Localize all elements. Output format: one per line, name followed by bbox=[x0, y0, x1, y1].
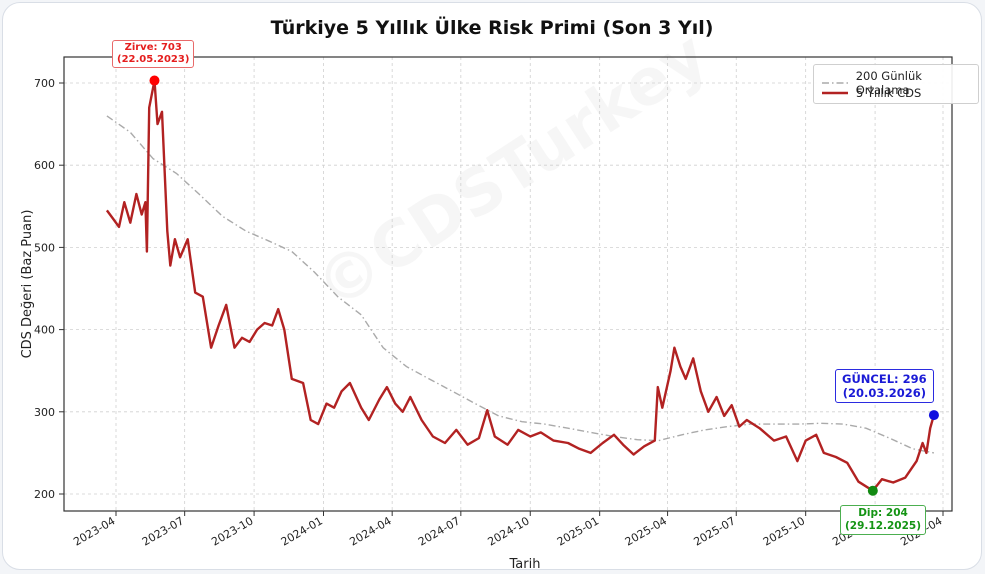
legend: 200 Günlük Ortalama 5 Yıllık CDS bbox=[813, 64, 979, 104]
moving-average-line bbox=[106, 115, 935, 454]
solid-line-icon bbox=[822, 91, 848, 95]
y-tick-label: 300 bbox=[34, 406, 55, 419]
current-annotation: GÜNCEL: 296 (20.03.2026) bbox=[835, 369, 934, 403]
x-tick-label: 2024-01 bbox=[279, 514, 325, 548]
x-tick-label: 2023-07 bbox=[140, 514, 186, 548]
peak-marker bbox=[149, 75, 160, 86]
legend-item-cds: 5 Yıllık CDS bbox=[822, 86, 921, 100]
x-axis: 2023-04 2023-07 2023-10 2024-01 2024-04 2024-… bbox=[71, 511, 945, 549]
grid-lines bbox=[64, 57, 952, 511]
peak-label: Zirve: 703 bbox=[124, 42, 182, 53]
legend-item-ma: 200 Günlük Ortalama bbox=[822, 69, 978, 97]
x-axis-label: Tarih bbox=[509, 557, 541, 570]
y-tick-label: 500 bbox=[34, 241, 55, 254]
x-tick-label: 2023-04 bbox=[71, 514, 117, 548]
cds-line bbox=[105, 79, 936, 492]
x-tick-label: 2025-07 bbox=[691, 514, 737, 548]
y-tick-label: 400 bbox=[34, 324, 55, 337]
x-tick-label: 2025-04 bbox=[623, 514, 669, 548]
x-tick-label: 2024-07 bbox=[416, 514, 462, 548]
y-axis: 200 300 400 500 600 700 bbox=[34, 77, 64, 501]
x-tick-label: 2024-04 bbox=[347, 514, 393, 548]
x-tick-label: 2023-10 bbox=[209, 514, 255, 548]
y-tick-label: 200 bbox=[34, 488, 55, 501]
dip-marker bbox=[867, 485, 878, 496]
dip-annotation: Dip: 204 (29.12.2025) bbox=[840, 505, 927, 535]
x-tick-label: 2025-01 bbox=[555, 514, 601, 548]
chart-title: Türkiye 5 Yıllık Ülke Risk Primi (Son 3 … bbox=[270, 17, 714, 39]
plot-frame bbox=[63, 56, 953, 512]
current-date: (20.03.2026) bbox=[842, 386, 926, 400]
y-tick-label: 700 bbox=[34, 77, 55, 90]
peak-annotation: Zirve: 703 (22.05.2023) bbox=[112, 40, 195, 68]
current-marker bbox=[928, 410, 939, 421]
x-tick-label: 2025-10 bbox=[761, 514, 807, 548]
dip-label: Dip: 204 bbox=[858, 507, 908, 519]
y-axis-label: CDS Değeri (Baz Puan) bbox=[20, 210, 35, 359]
legend-label: 5 Yıllık CDS bbox=[856, 86, 922, 100]
x-tick-label: 2024-10 bbox=[485, 514, 531, 548]
y-tick-label: 600 bbox=[34, 159, 55, 172]
current-label: GÜNCEL: 296 bbox=[842, 372, 927, 386]
legend-label: 200 Günlük Ortalama bbox=[855, 69, 922, 97]
peak-date: (22.05.2023) bbox=[117, 54, 190, 65]
dashdot-line-icon bbox=[822, 82, 848, 84]
dip-date: (29.12.2025) bbox=[845, 520, 922, 532]
